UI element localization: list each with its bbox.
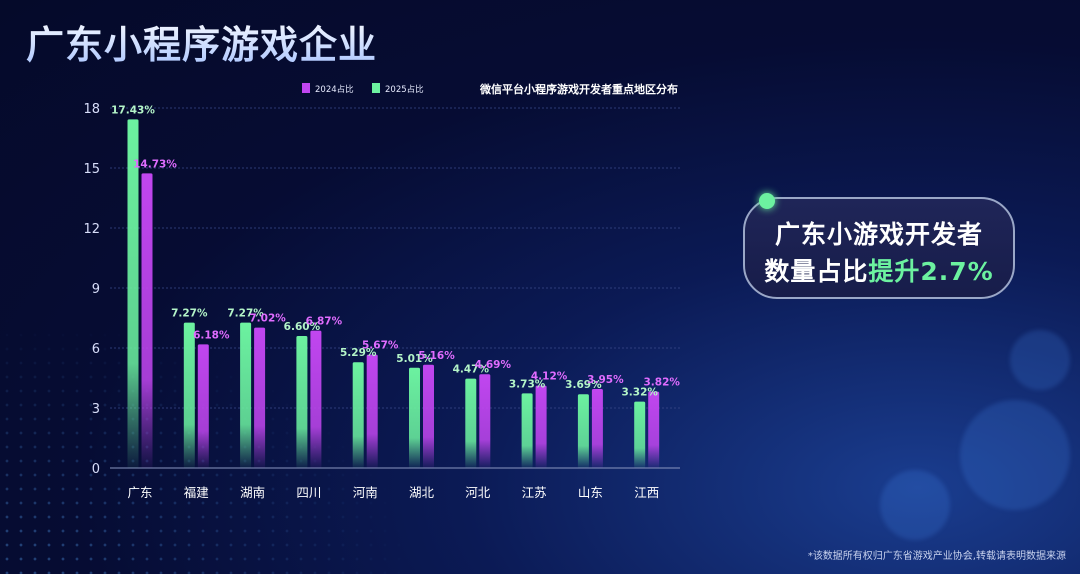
callout-line2: 数量占比提升2.7% <box>745 252 1013 288</box>
data-label-2024: 6.87% <box>306 316 343 328</box>
y-tick-label: 6 <box>92 342 100 357</box>
y-tick-label: 18 <box>83 102 100 117</box>
background-bokeh <box>1010 330 1070 390</box>
callout-box: 广东小游戏开发者 数量占比提升2.7% <box>743 197 1015 299</box>
data-label-2025: 5.29% <box>340 347 377 359</box>
y-tick-label: 15 <box>83 162 100 177</box>
x-tick-label: 四川 <box>296 485 321 500</box>
y-tick-label: 3 <box>92 402 100 417</box>
bar-chart: 0 3 6 9 12 15 18 17.43% 14.73% 广东 7.27% 6.18% 福建 7.27… <box>83 82 681 500</box>
callout-line1: 广东小游戏开发者 <box>774 220 983 249</box>
x-tick-label: 河北 <box>465 485 491 500</box>
data-label-2025: 3.73% <box>509 378 546 390</box>
legend-swatch <box>372 83 380 93</box>
data-label-2025: 17.43% <box>111 104 155 116</box>
bar-2024 <box>310 330 322 468</box>
y-tick-label: 0 <box>92 462 100 477</box>
data-label-2025: 3.32% <box>621 387 658 399</box>
data-label-2024: 4.69% <box>475 359 512 371</box>
y-tick-label: 9 <box>92 282 100 297</box>
background-bokeh <box>880 470 950 540</box>
data-label-2024: 14.73% <box>133 158 177 170</box>
x-tick-label: 福建 <box>184 485 210 500</box>
data-label-2024: 3.82% <box>643 377 680 389</box>
background-bokeh <box>960 400 1070 510</box>
bar-2024 <box>197 344 209 468</box>
bar-2025 <box>577 394 589 468</box>
bar-2025 <box>352 362 364 468</box>
data-label-2024: 3.95% <box>587 374 624 386</box>
bar-2025 <box>521 393 533 468</box>
bar-2025 <box>296 336 308 468</box>
x-tick-label: 江苏 <box>522 485 547 500</box>
footnote: *该数据所有权归广东省游戏产业协会,转载请表明数据来源 <box>807 551 1066 562</box>
bar-2024 <box>479 374 491 468</box>
x-tick-label: 广东 <box>127 485 152 500</box>
data-label-2025: 3.69% <box>565 379 602 391</box>
bar-2025 <box>240 322 252 468</box>
legend-swatch <box>302 83 310 93</box>
data-label-2024: 6.18% <box>193 329 230 341</box>
y-tick-label: 12 <box>83 222 100 237</box>
bar-2024 <box>254 327 266 468</box>
bar-2025 <box>465 378 477 468</box>
bar-2024 <box>423 364 434 468</box>
x-tick-label: 湖北 <box>409 485 435 500</box>
chart-title: 微信平台小程序游戏开发者重点地区分布 <box>479 82 678 96</box>
data-label-2025: 7.27% <box>227 308 264 320</box>
x-tick-label: 湖南 <box>240 485 265 500</box>
callout-line2-prefix: 数量占比 <box>764 257 869 286</box>
data-label-2025: 6.60% <box>284 321 321 333</box>
bar-2024 <box>141 173 153 468</box>
data-label-2025: 5.01% <box>396 353 433 365</box>
bar-2025 <box>183 322 195 468</box>
bar-2024 <box>366 354 378 468</box>
bar-2025 <box>127 119 139 469</box>
legend-label: 2025占比 <box>385 84 424 95</box>
data-label-2025: 4.47% <box>453 364 490 376</box>
x-tick-label: 江西 <box>634 485 659 500</box>
x-tick-label: 河南 <box>353 485 378 500</box>
bar-2024 <box>648 391 660 468</box>
callout-highlight: 提升2.7% <box>868 257 994 286</box>
x-tick-label: 山东 <box>578 485 603 500</box>
data-label-2024: 7.02% <box>249 313 286 325</box>
data-label-2024: 4.12% <box>531 371 568 383</box>
bar-2024 <box>535 385 547 468</box>
background-dot-pattern <box>0 314 420 574</box>
bar-2025 <box>634 401 646 468</box>
data-label-2025: 7.27% <box>171 308 208 320</box>
legend-label: 2024占比 <box>315 84 354 95</box>
bar-2025 <box>409 367 420 468</box>
data-label-2024: 5.67% <box>362 340 399 352</box>
page-title: 广东小程序游戏企业 <box>26 14 377 69</box>
data-label-2024: 5.16% <box>418 350 455 362</box>
callout-dot <box>759 193 775 209</box>
bar-2024 <box>591 389 603 468</box>
